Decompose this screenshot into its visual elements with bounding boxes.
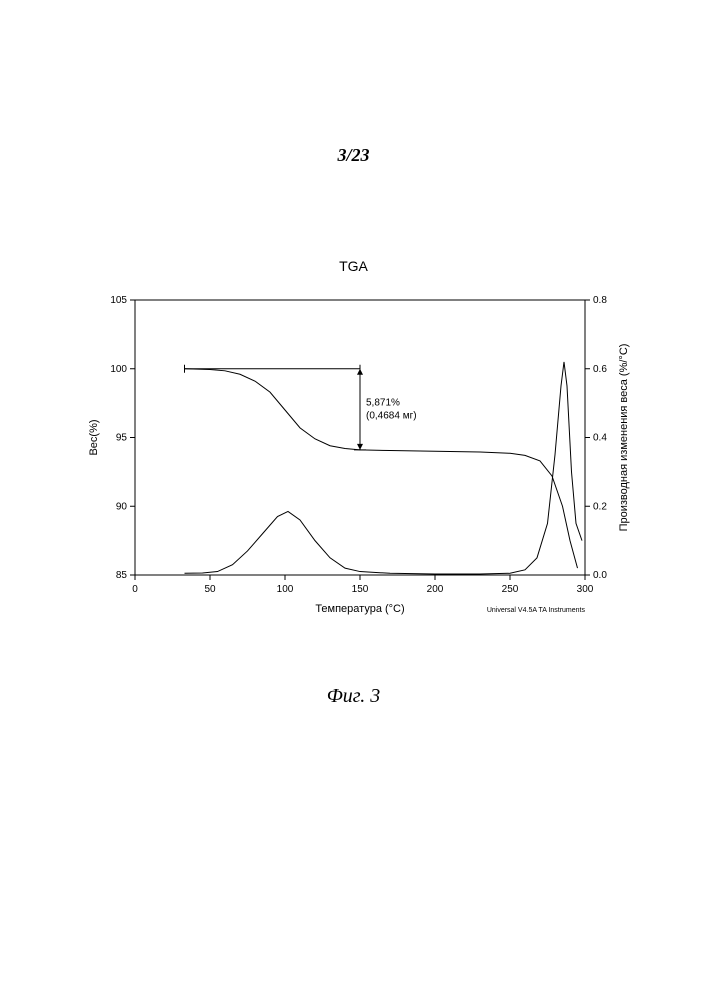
- page-number: 3/23: [0, 145, 707, 166]
- figure-caption: Фиг. 3: [0, 685, 707, 708]
- y-right-tick-label: 0.8: [593, 295, 607, 306]
- x-tick-label: 200: [427, 584, 444, 595]
- y-right-tick-label: 0.0: [593, 570, 607, 581]
- chart-credit: Universal V4.5A TA Instruments: [487, 607, 586, 614]
- tga-chart: 0 50 100 150 200 250 300 Температура (°C) 85 90 95…: [80, 290, 640, 630]
- chart-title: TGA: [0, 258, 707, 274]
- x-tick-label: 0: [132, 584, 138, 595]
- step-label-2: (0,4684 мг): [366, 410, 417, 421]
- y-right-tick-label: 0.2: [593, 501, 607, 512]
- y-left-tick-label: 90: [116, 501, 128, 512]
- x-tick-label: 50: [204, 584, 216, 595]
- y-right-tick-label: 0.6: [593, 364, 607, 375]
- x-tick-label: 100: [277, 584, 294, 595]
- y-left-tick-label: 95: [116, 433, 128, 444]
- y-left-tick-label: 100: [110, 364, 127, 375]
- x-tick-label: 300: [577, 584, 594, 595]
- x-tick-label: 150: [352, 584, 369, 595]
- y-left-axis-label: Вес(%): [88, 419, 100, 455]
- y-left-tick-label: 105: [110, 295, 127, 306]
- deriv-curve: [185, 362, 583, 574]
- x-tick-label: 250: [502, 584, 519, 595]
- step-label-1: 5,871%: [366, 397, 400, 408]
- y-right-axis-label: Производная изменения веса (%/°C): [618, 344, 630, 532]
- y-right-tick-label: 0.4: [593, 433, 607, 444]
- x-axis-label: Температура (°C): [315, 603, 404, 615]
- y-left-tick-label: 85: [116, 570, 128, 581]
